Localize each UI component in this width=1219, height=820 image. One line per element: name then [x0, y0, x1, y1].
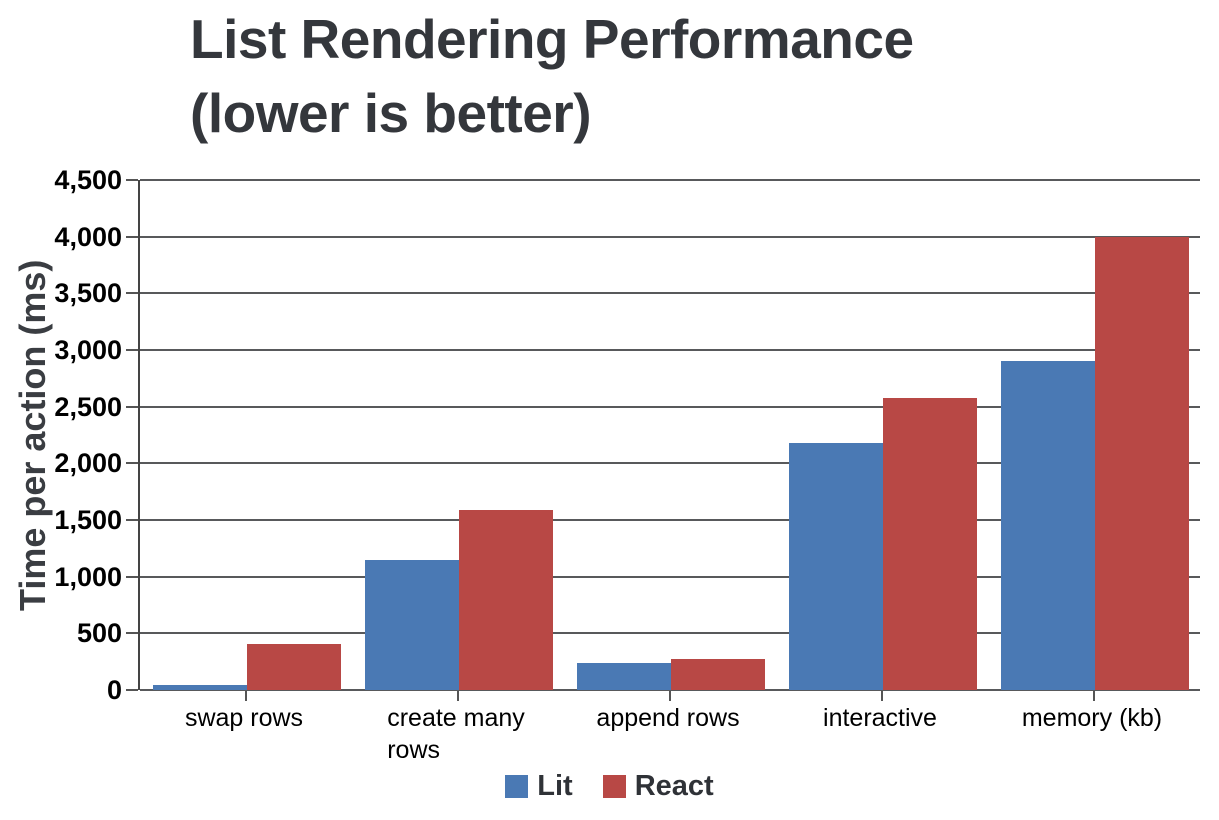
- gridline: [140, 632, 1200, 635]
- y-axis-labels: 0 500 1,000 1,500 2,000 2,500 3,000 3,500 4,000 4…: [0, 165, 138, 705]
- x-axis-label: interactive: [774, 702, 986, 734]
- legend-item-lit: Lit: [505, 770, 573, 803]
- chart-title-line1: List Rendering Performance: [190, 8, 914, 70]
- gridline: [140, 575, 1200, 578]
- chart-title-line2: (lower is better): [190, 82, 592, 144]
- y-tick-label: 1,000: [54, 561, 122, 592]
- y-tick-mark: [126, 292, 138, 295]
- bar-lit-swap-rows: [153, 685, 247, 690]
- x-axis-label: swap rows: [138, 702, 350, 734]
- x-axis-label: memory (kb): [986, 702, 1198, 734]
- gridline: [140, 235, 1200, 238]
- y-tick-mark: [126, 462, 138, 465]
- x-axis-label-text: append rows: [596, 704, 740, 732]
- y-tick-label: 4,500: [54, 165, 122, 195]
- x-axis-label-text: memory (kb): [1021, 704, 1163, 732]
- y-tick-label: 2,000: [54, 448, 122, 479]
- x-axis-label: append rows: [562, 702, 774, 734]
- x-axis-tick: [245, 691, 247, 701]
- bar-lit-interactive: [789, 442, 883, 690]
- y-tick-label: 2,500: [54, 391, 122, 422]
- bar-react-interactive: [883, 397, 977, 690]
- y-tick-mark: [126, 575, 138, 578]
- bar-lit-append-rows: [577, 662, 671, 690]
- gridline: [140, 179, 1200, 181]
- x-axis-tick: [457, 691, 459, 701]
- y-tick-label: 500: [76, 618, 122, 649]
- y-tick-label: 4,000: [54, 221, 122, 252]
- x-axis-tick: [1093, 691, 1095, 701]
- y-tick-mark: [126, 349, 138, 351]
- y-tick-label: 0: [106, 675, 122, 705]
- y-tick-mark: [126, 235, 138, 238]
- y-tick-mark: [126, 179, 138, 181]
- y-tick-mark: [126, 632, 138, 635]
- x-axis-tick: [881, 691, 883, 701]
- x-axis-tick: [669, 691, 671, 701]
- legend-label: Lit: [537, 770, 573, 802]
- y-tick-label: 1,500: [54, 505, 122, 535]
- x-axis-labels: swap rows create many rows append rows inte…: [138, 702, 1198, 772]
- legend-swatch-react: [602, 775, 626, 798]
- bar-lit-memory-kb: [1001, 361, 1095, 690]
- legend-label: React: [634, 770, 714, 802]
- gridline: [140, 689, 1200, 691]
- bar-react-append-rows: [671, 659, 765, 690]
- bar-react-create-many-rows: [459, 509, 553, 690]
- gridline: [140, 405, 1200, 408]
- gridline: [140, 519, 1200, 521]
- bar-lit-create-many-rows: [365, 559, 459, 690]
- chart-title: List Rendering Performance (lower is bet…: [190, 2, 914, 150]
- legend-swatch-lit: [505, 775, 529, 798]
- legend: Lit React: [0, 770, 1219, 803]
- y-tick-label: 3,500: [54, 278, 122, 309]
- x-axis-label-text: swap rows: [184, 704, 304, 732]
- gridline: [140, 349, 1200, 351]
- legend-item-react: React: [602, 770, 714, 803]
- y-tick-mark: [126, 405, 138, 408]
- y-tick-mark: [126, 519, 138, 521]
- plot-area: [138, 179, 1200, 701]
- gridline: [140, 462, 1200, 465]
- x-axis-label-text: interactive: [823, 704, 937, 732]
- y-tick-label: 3,000: [54, 335, 122, 365]
- gridline: [140, 292, 1200, 295]
- bar-react-swap-rows: [247, 643, 341, 690]
- x-axis-label: create many rows: [350, 702, 562, 766]
- y-tick-mark: [126, 689, 138, 691]
- x-axis-label-text: create many rows: [387, 704, 525, 764]
- bar-react-memory-kb: [1095, 236, 1189, 690]
